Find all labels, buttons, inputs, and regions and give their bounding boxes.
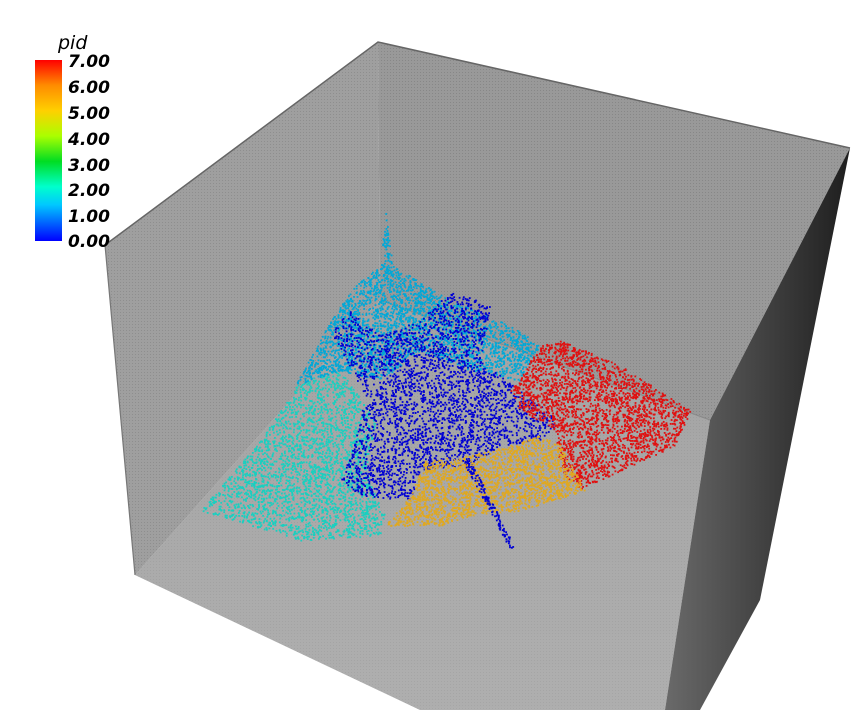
region-pid-6 [387,435,586,527]
legend-tick: 3.00 [68,156,110,176]
region-streak [462,460,515,549]
legend-tick: 6.00 [68,78,110,98]
colorbar [35,60,62,241]
legend-tick: 7.00 [68,52,110,72]
legend-tick: 1.00 [68,207,110,227]
box-left-wall [105,42,380,575]
region-pid-7 [510,340,692,491]
legend-tick: 4.00 [68,130,110,150]
legend-title: pid [58,32,88,54]
particle-cloud [202,213,692,549]
color-legend: pid 7.00 6.00 5.00 4.00 3.00 2.00 1.00 0… [30,32,150,252]
legend-tick: 2.00 [68,181,110,201]
box-right-wall [665,148,850,710]
region-pid-2 [202,372,386,542]
box-edges [104,41,851,246]
legend-tick: 0.00 [68,232,110,252]
legend-tick: 5.00 [68,104,110,124]
